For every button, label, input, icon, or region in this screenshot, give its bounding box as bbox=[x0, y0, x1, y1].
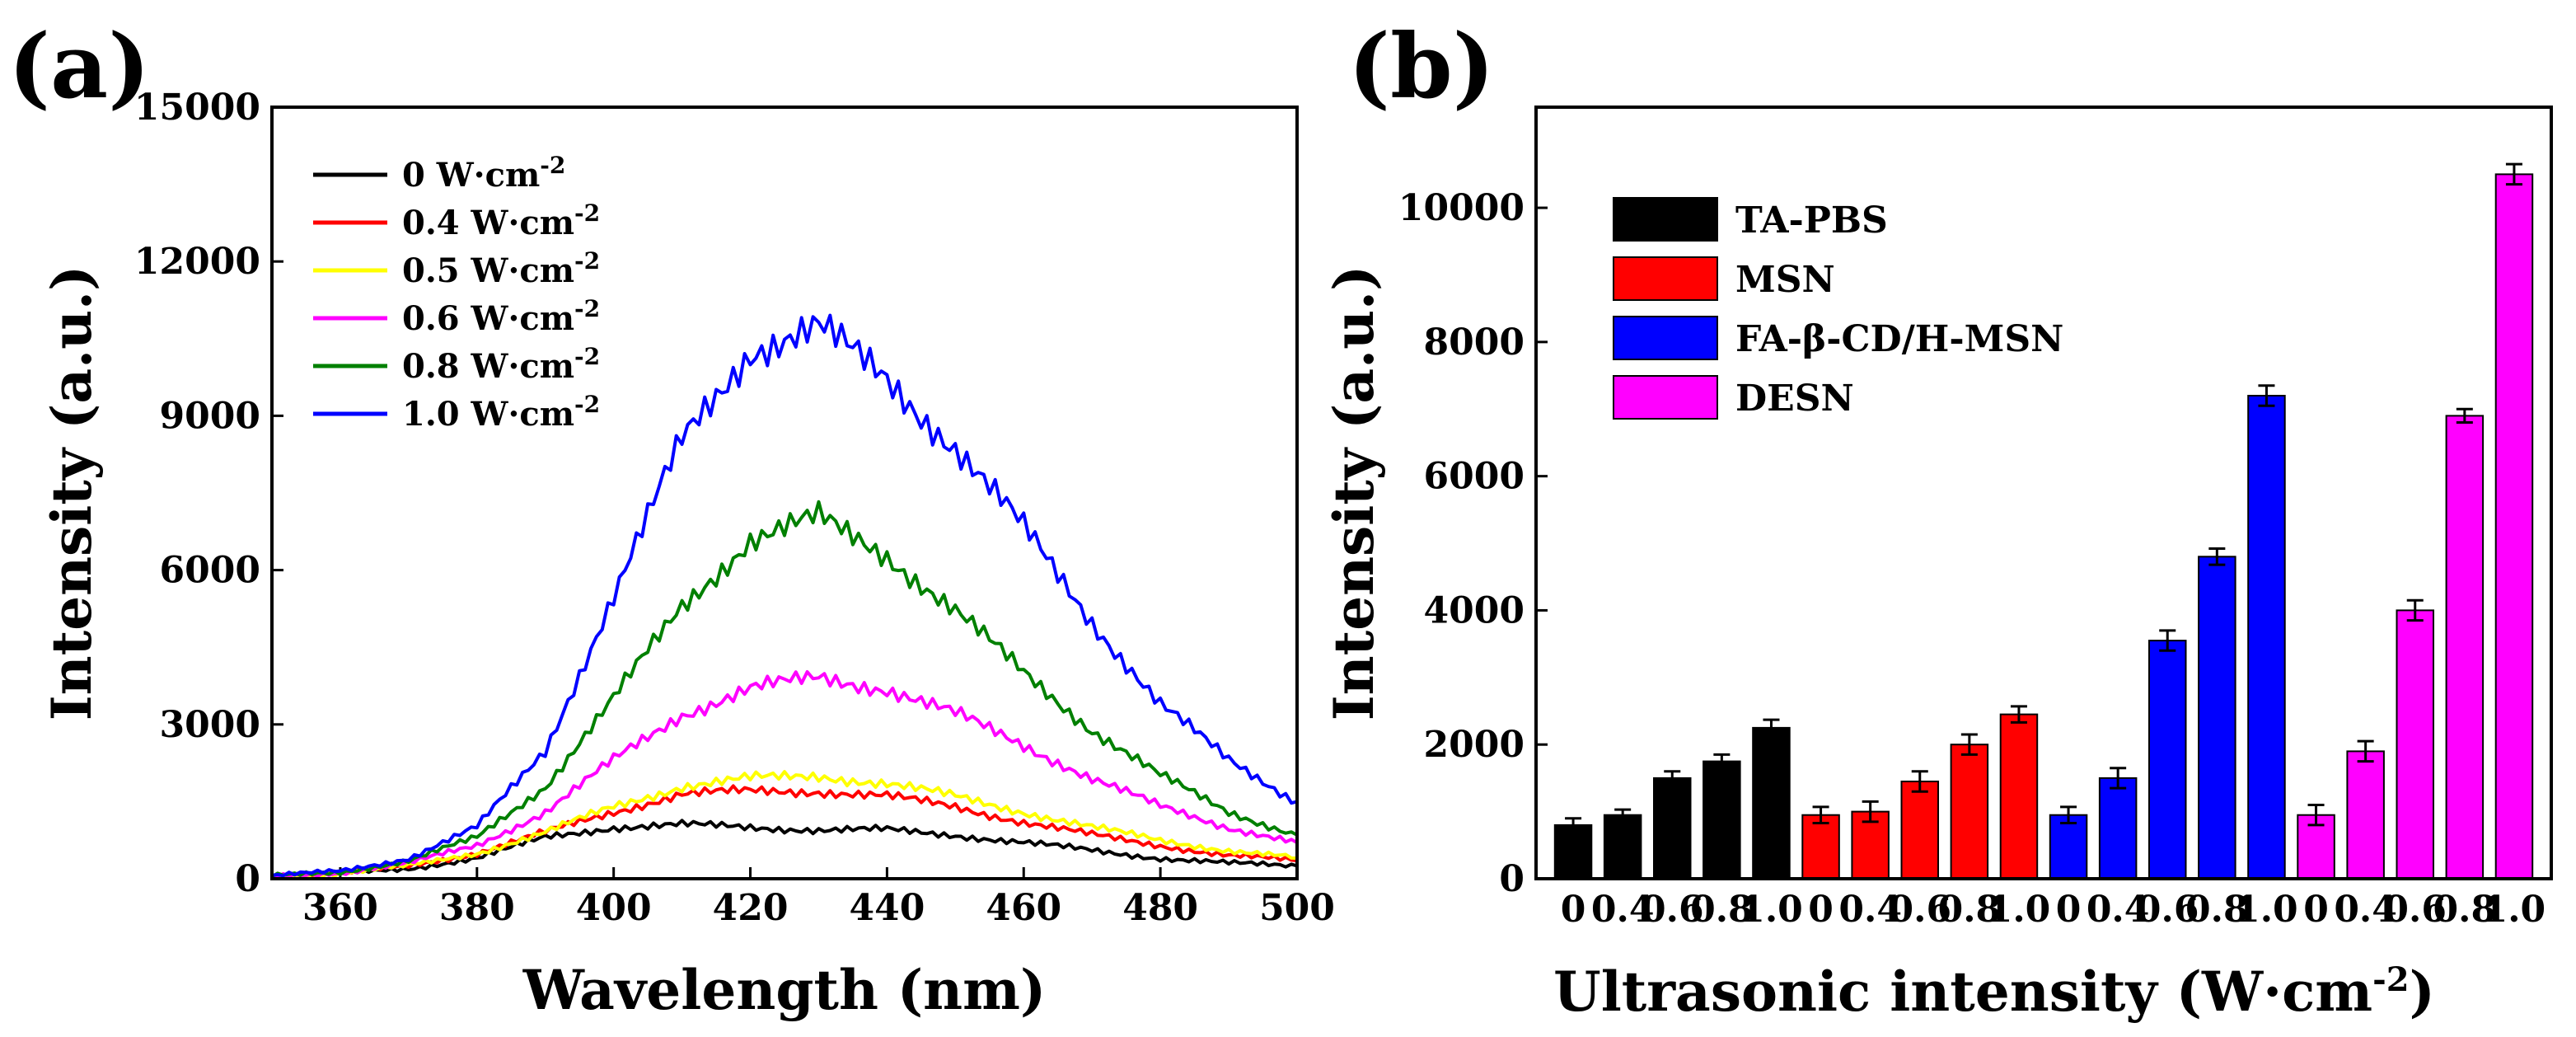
chart-b-frame bbox=[1534, 106, 2553, 880]
chart-a-ytick-label: 9000 bbox=[160, 395, 260, 437]
chart-b-ytick-label: 0 bbox=[1499, 858, 1525, 900]
series-line-0-5-w-cm bbox=[271, 770, 1298, 880]
legend-label: 0 W·cm-2 bbox=[402, 152, 565, 195]
legend-label: MSN bbox=[1735, 259, 1835, 301]
series-line-1-0-w-cm bbox=[271, 313, 1298, 878]
bar-desn bbox=[2396, 609, 2434, 880]
chart-b-xtick-label: 1.0 bbox=[2483, 889, 2546, 931]
chart-b-xtick-label: 0 bbox=[2056, 889, 2082, 931]
chart-b-xtick-label: 0.8 bbox=[1690, 889, 1754, 931]
bar-ta-pbs bbox=[1703, 760, 1741, 880]
chart-b-xtick-label: 0.4 bbox=[2334, 889, 2397, 931]
legend-label: 0.6 W·cm-2 bbox=[402, 295, 600, 338]
chart-b-xtick-label: 0.6 bbox=[1889, 889, 1952, 931]
bar-msn bbox=[1900, 781, 1939, 880]
series-line-0-w-cm bbox=[271, 819, 1298, 880]
chart-b-xtick-label: 0.6 bbox=[1641, 889, 1704, 931]
chart-b-xtick-label: 0.6 bbox=[2383, 889, 2447, 931]
bar-fa-cd-h-msn bbox=[2098, 777, 2138, 880]
chart-a-ytick-label: 15000 bbox=[134, 87, 260, 129]
chart-a-xlabel: Wavelength (nm) bbox=[522, 958, 1046, 1022]
chart-b-xtick-label: 0.4 bbox=[1591, 889, 1655, 931]
chart-b-xtick-label: 0.8 bbox=[2185, 889, 2249, 931]
chart-a-ytick-label: 0 bbox=[235, 858, 260, 900]
chart-b-xtick-label: 0.4 bbox=[1838, 889, 1902, 931]
bar-desn bbox=[2346, 750, 2385, 880]
chart-a: 360 380 400 420 440 460 480 500 0 3000 6000 9000 120… bbox=[40, 87, 1335, 1022]
chart-a-xtick-label: 480 bbox=[1122, 887, 1198, 929]
bar-desn bbox=[2445, 415, 2485, 880]
legend-label: 0.8 W·cm-2 bbox=[402, 343, 600, 386]
legend-label: TA-PBS bbox=[1735, 199, 1888, 242]
chart-a-legend: 0 W·cm-20.4 W·cm-2 0.5 W·cm-2 0.6 W·cm-2 0.… bbox=[313, 152, 600, 434]
chart-b-xtick-label: 0 bbox=[2303, 889, 2329, 931]
chart-b-legend: TA-PBS MSN FA-β-CD/H-MSN DESN bbox=[1613, 197, 2063, 420]
chart-b-xtick-label: 1.0 bbox=[2235, 889, 2298, 931]
chart-b-xtick-label: 0.8 bbox=[1938, 889, 2002, 931]
chart-a-ticks: 360 380 400 420 440 460 480 500 0 3000 6000 9000 120… bbox=[134, 87, 1335, 929]
chart-b-ytick-label: 2000 bbox=[1424, 724, 1525, 766]
chart-b-xtick-label: 1.0 bbox=[1988, 889, 2051, 931]
legend-swatch bbox=[1613, 256, 1718, 301]
legend-label: FA-β-CD/H-MSN bbox=[1735, 318, 2063, 360]
bar-ta-pbs bbox=[1752, 726, 1791, 880]
legend-swatch bbox=[1613, 375, 1718, 420]
bar-fa-cd-h-msn bbox=[2198, 556, 2236, 880]
chart-a-ylabel: Intensity (a.u.) bbox=[40, 265, 104, 721]
chart-b-xtick-label: 0.8 bbox=[2433, 889, 2497, 931]
bar-ta-pbs bbox=[1553, 824, 1593, 880]
bar-fa-cd-h-msn bbox=[2148, 640, 2187, 880]
chart-b-ylabel: Intensity (a.u.) bbox=[1322, 265, 1386, 721]
panel-label-b: (b) bbox=[1348, 15, 1495, 119]
chart-a-xtick-label: 440 bbox=[849, 887, 925, 929]
legend-swatch bbox=[1613, 197, 1718, 242]
chart-b-bars bbox=[1553, 162, 2534, 880]
bar-fa-cd-h-msn bbox=[2049, 814, 2088, 880]
series-line-0-8-w-cm bbox=[270, 500, 1298, 879]
legend-label: 0.4 W·cm-2 bbox=[402, 199, 600, 242]
chart-b-xtick-label: 0.4 bbox=[2087, 889, 2150, 931]
legend-label: DESN bbox=[1735, 378, 1854, 420]
chart-a-xtick-label: 420 bbox=[713, 887, 789, 929]
bar-desn bbox=[2494, 173, 2534, 880]
chart-a-ytick-label: 12000 bbox=[134, 241, 260, 283]
bar-msn bbox=[1999, 713, 2039, 880]
chart-a-xtick-label: 380 bbox=[439, 887, 515, 929]
chart-b-xlabel: Ultrasonic intensity (W·cm-2) bbox=[1553, 960, 2435, 1024]
bar-ta-pbs bbox=[1653, 777, 1692, 880]
legend-label: 0.5 W·cm-2 bbox=[402, 247, 600, 290]
chart-a-frame bbox=[270, 106, 1299, 880]
chart-b-xtick-label: 0.6 bbox=[2136, 889, 2199, 931]
chart-a-xtick-label: 400 bbox=[576, 887, 652, 929]
chart-a-series bbox=[270, 313, 1299, 880]
bar-msn bbox=[1950, 744, 1989, 880]
chart-b-xtick-label: 0 bbox=[1808, 889, 1834, 931]
chart-b-xtick-label: 1.0 bbox=[1740, 889, 1803, 931]
chart-a-ytick-label: 3000 bbox=[160, 704, 260, 746]
legend-swatch bbox=[1613, 316, 1718, 360]
series-line-0-6-w-cm bbox=[271, 670, 1299, 879]
legend-label: 1.0 W·cm-2 bbox=[402, 391, 600, 434]
chart-b-ytick-label: 6000 bbox=[1424, 456, 1525, 498]
bar-fa-cd-h-msn bbox=[2247, 395, 2286, 880]
chart-a-xtick-label: 500 bbox=[1259, 887, 1335, 929]
chart-a-xtick-label: 460 bbox=[986, 887, 1061, 929]
panel-label-a: (a) bbox=[8, 15, 150, 119]
chart-b-ytick-label: 10000 bbox=[1398, 187, 1525, 229]
bar-msn bbox=[1801, 814, 1840, 880]
chart-a-xtick-label: 360 bbox=[302, 887, 378, 929]
chart-b-ytick-label: 8000 bbox=[1424, 321, 1525, 364]
bar-ta-pbs bbox=[1603, 814, 1642, 880]
chart-b-ytick-label: 4000 bbox=[1424, 589, 1525, 631]
chart-b-xtick-label: 0 bbox=[1561, 889, 1586, 931]
chart-a-ytick-label: 6000 bbox=[160, 550, 260, 592]
